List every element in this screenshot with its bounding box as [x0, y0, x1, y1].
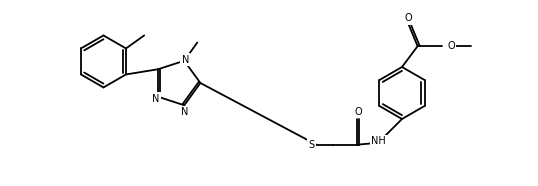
Text: O: O: [447, 41, 455, 51]
Text: NH: NH: [371, 137, 386, 147]
Text: N: N: [181, 55, 189, 65]
Text: O: O: [405, 13, 412, 23]
Text: O: O: [355, 107, 362, 116]
Text: S: S: [308, 140, 314, 150]
Text: N: N: [181, 107, 188, 117]
Text: N: N: [152, 94, 160, 104]
